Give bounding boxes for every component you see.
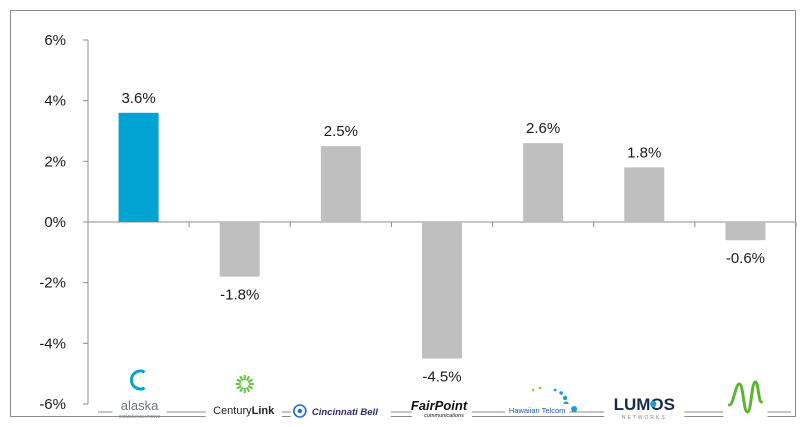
centurylink-ray: [247, 385, 254, 390]
hawaiian-telcom-logo-text: Hawaiian Telcom: [509, 406, 566, 415]
data-label: -0.6%: [726, 250, 765, 267]
bar: [422, 222, 462, 359]
hawaiian-telcom-logo-bg: [505, 404, 570, 416]
data-label: 2.5%: [324, 123, 358, 140]
hawaiian-telcom-dot: [571, 406, 578, 412]
y-tick-label: -4%: [39, 335, 66, 352]
y-tick-label: -2%: [39, 275, 66, 292]
centurylink-ray: [236, 378, 242, 383]
centurylink-ray: [247, 378, 254, 383]
hawaiian-telcom-dot: [559, 391, 563, 395]
centurylink-logo-text: CenturyLink: [213, 405, 275, 417]
alaska-logo-text: alaska: [121, 398, 159, 413]
hawaiian-telcom-dot: [553, 388, 557, 392]
y-tick-label: 2%: [44, 153, 66, 170]
lumos-logo-dot: [650, 400, 657, 408]
data-label: -1.8%: [220, 287, 259, 304]
windstream-wave-icon: [727, 380, 763, 414]
data-label: 2.6%: [526, 120, 560, 137]
alaska-logo-subtext: COMMUNICATIONS: [119, 414, 161, 419]
lumos-logo-text: LUMOS: [614, 395, 675, 414]
windstream-logo: [723, 380, 768, 418]
cincinnati-bell-logo-text: Cincinnati Bell: [312, 407, 378, 418]
hawaiian-telcom-dot: [538, 386, 542, 390]
hawaiian-telcom-dot: [562, 395, 568, 401]
centurylink-ray: [236, 385, 242, 390]
fairpoint-logo-text: FairPoint: [411, 398, 468, 413]
centurylink-ray: [239, 375, 244, 382]
fairpoint-logo-subtext: communications: [424, 413, 464, 419]
centurylink-logo-bg: [205, 403, 282, 417]
cincinnati-bell-logo: Cincinnati Bell: [290, 403, 391, 418]
fairpoint-logo-bg: [412, 394, 472, 418]
y-tick-label: -6%: [39, 396, 66, 413]
data-label: -4.5%: [422, 369, 461, 386]
hawaiian-telcom-logo: Hawaiian Telcom: [505, 386, 578, 416]
lumos-logo-subtext: NETWORKS: [622, 415, 667, 421]
bar: [624, 167, 665, 222]
y-tick-label: 4%: [44, 93, 66, 110]
alaska-logo-bg: [112, 397, 167, 415]
centurylink-ray: [245, 375, 251, 382]
centurylink-logo: CenturyLink: [205, 375, 282, 417]
bar: [725, 222, 766, 241]
alaska-swirl-icon: [130, 369, 146, 391]
bell-icon: [293, 404, 307, 418]
y-tick-label: 6%: [44, 32, 66, 49]
data-label: 1.8%: [627, 144, 661, 161]
data-label: 3.6%: [121, 90, 155, 107]
bar: [118, 112, 159, 222]
lumos-logo-bg: [604, 392, 685, 419]
cincinnati-bell-logo-bg: [290, 403, 391, 417]
y-tick-label: 0%: [44, 214, 66, 231]
bar: [523, 143, 564, 222]
bar: [219, 222, 260, 277]
bell-icon-center: [297, 408, 303, 414]
centurylink-ray: [245, 386, 251, 393]
bar: [320, 146, 361, 222]
hawaiian-telcom-dot: [531, 388, 535, 392]
centurylink-ray: [239, 386, 244, 393]
